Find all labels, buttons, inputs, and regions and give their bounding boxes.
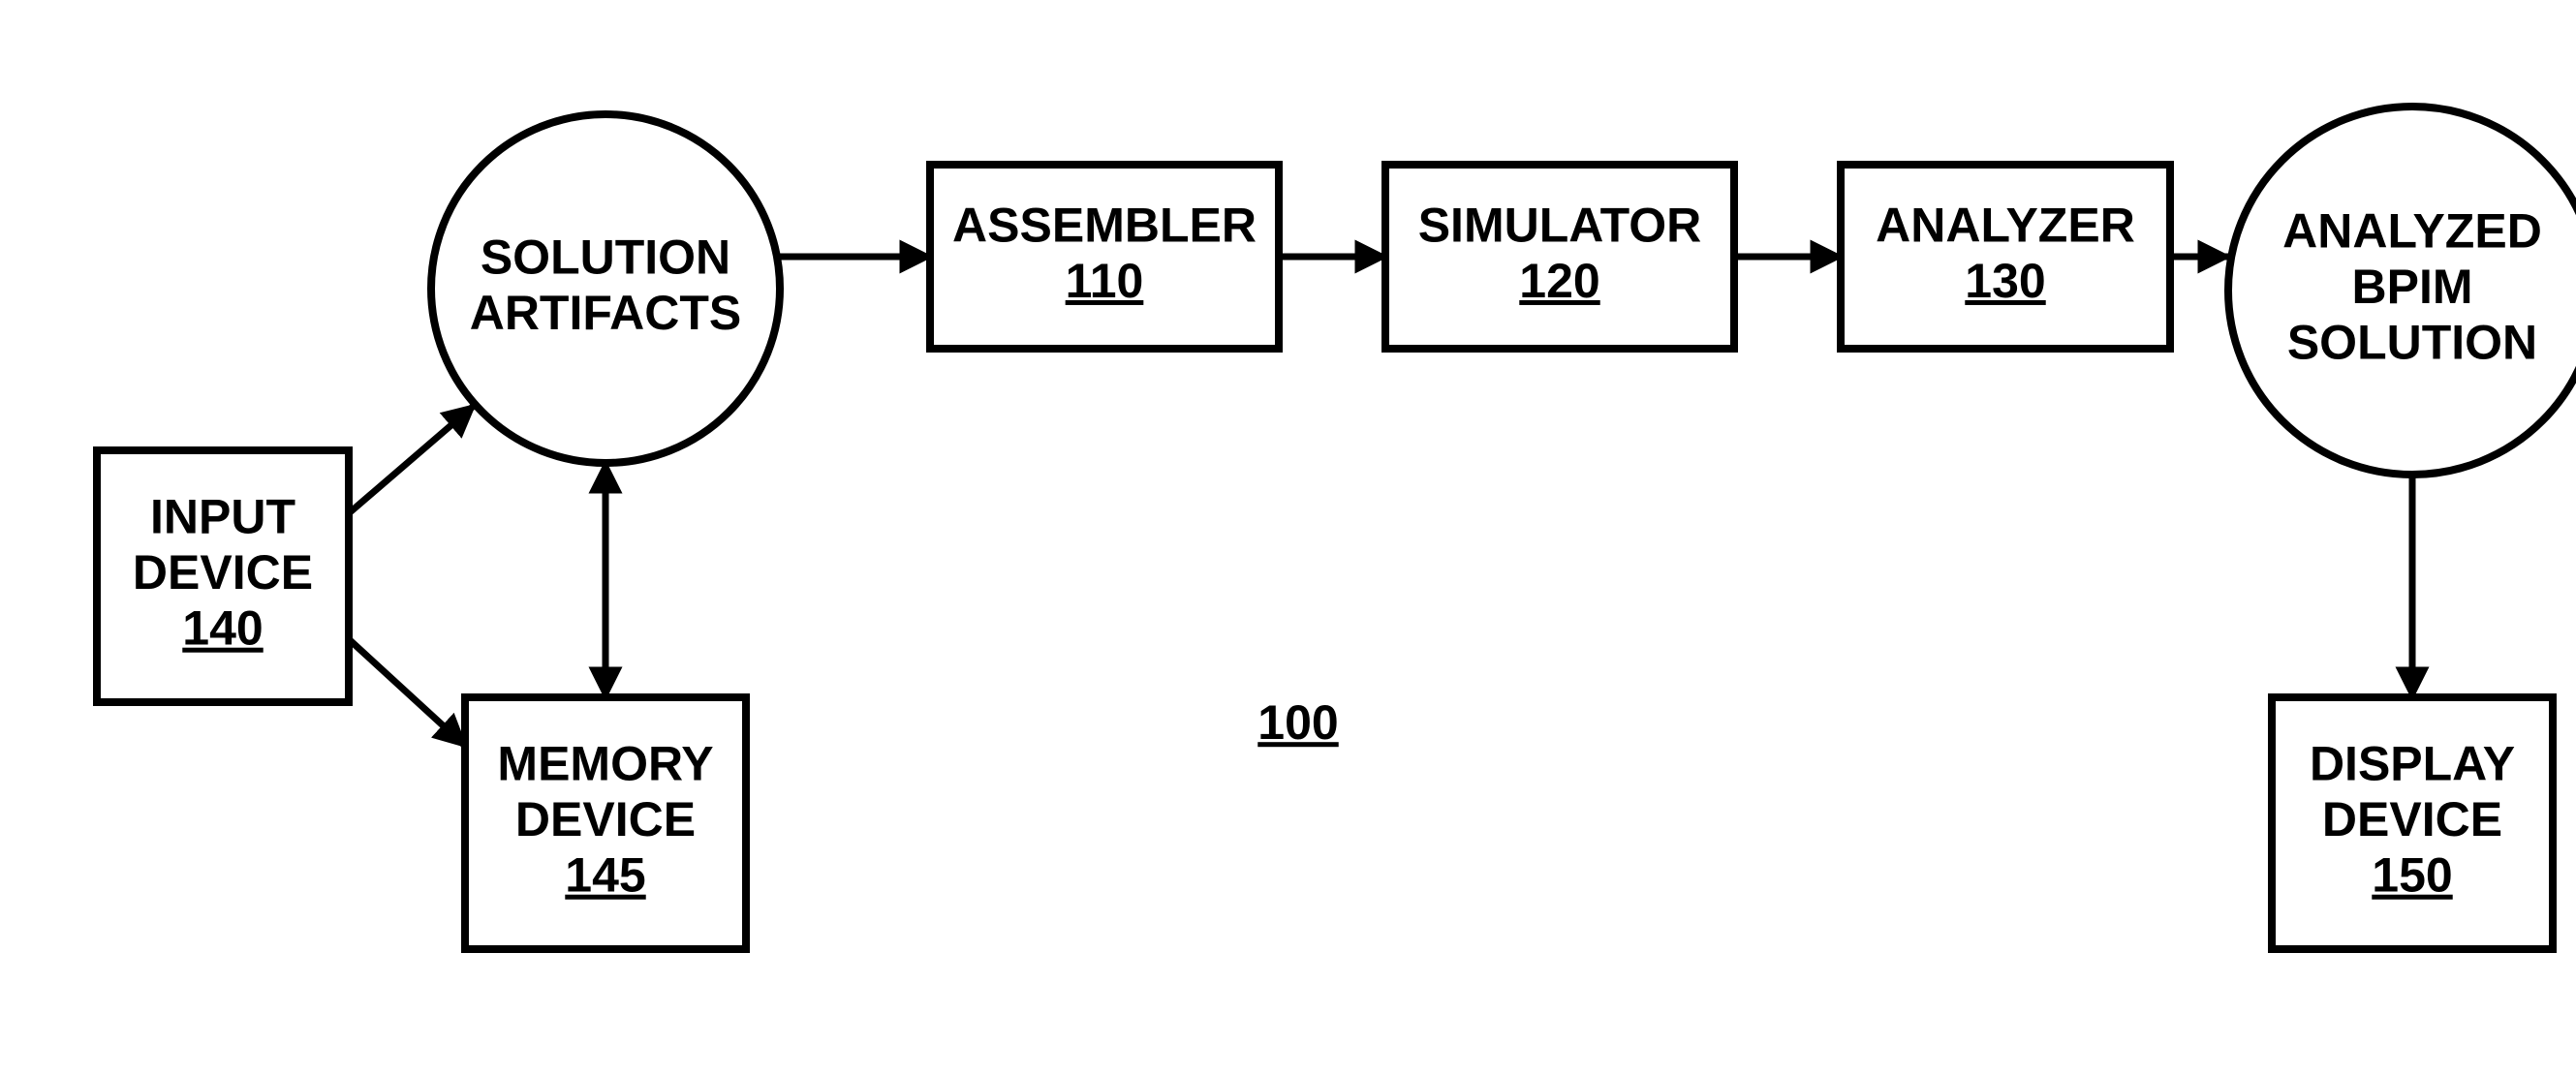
node-analyzer-number: 130 [1965, 254, 2045, 308]
node-input_device: INPUTDEVICE140 [97, 450, 349, 702]
node-memory_device-label: DEVICE [515, 792, 696, 846]
node-analyzer-label: ANALYZER [1876, 198, 2135, 252]
node-simulator-number: 120 [1519, 254, 1599, 308]
node-display_device-number: 150 [2372, 848, 2452, 903]
diagram-number: 100 [1257, 695, 1338, 750]
node-assembler-label: ASSEMBLER [952, 198, 1257, 252]
node-display_device: DISPLAYDEVICE150 [2272, 697, 2553, 949]
node-input_device-number: 140 [182, 601, 263, 656]
node-solution_artifacts-label: ARTIFACTS [470, 286, 742, 340]
node-solution_artifacts: SOLUTIONARTIFACTS [431, 114, 780, 463]
bpim-flowchart: INPUTDEVICE140MEMORYDEVICE145SOLUTIONART… [0, 0, 2576, 1076]
node-input_device-label: DEVICE [133, 545, 313, 599]
edge-input_device-solution_artifacts [349, 406, 474, 513]
edge-input_device-memory_device [349, 639, 465, 746]
node-analyzer: ANALYZER130 [1841, 165, 2170, 349]
node-assembler-number: 110 [1066, 254, 1144, 308]
node-analyzed_bpim-label: BPIM [2352, 260, 2473, 314]
node-analyzed_bpim-label: ANALYZED [2282, 204, 2542, 259]
node-memory_device-label: MEMORY [497, 737, 713, 791]
node-display_device-label: DISPLAY [2310, 737, 2515, 791]
node-assembler: ASSEMBLER110 [930, 165, 1279, 349]
node-analyzed_bpim: ANALYZEDBPIMSOLUTION [2228, 107, 2576, 475]
node-display_device-label: DEVICE [2322, 792, 2502, 846]
node-simulator-label: SIMULATOR [1418, 198, 1702, 252]
node-analyzed_bpim-label: SOLUTION [2287, 316, 2537, 370]
node-memory_device-number: 145 [565, 848, 645, 903]
node-input_device-label: INPUT [150, 490, 295, 544]
node-solution_artifacts-label: SOLUTION [481, 230, 730, 284]
node-memory_device: MEMORYDEVICE145 [465, 697, 746, 949]
node-simulator: SIMULATOR120 [1385, 165, 1734, 349]
